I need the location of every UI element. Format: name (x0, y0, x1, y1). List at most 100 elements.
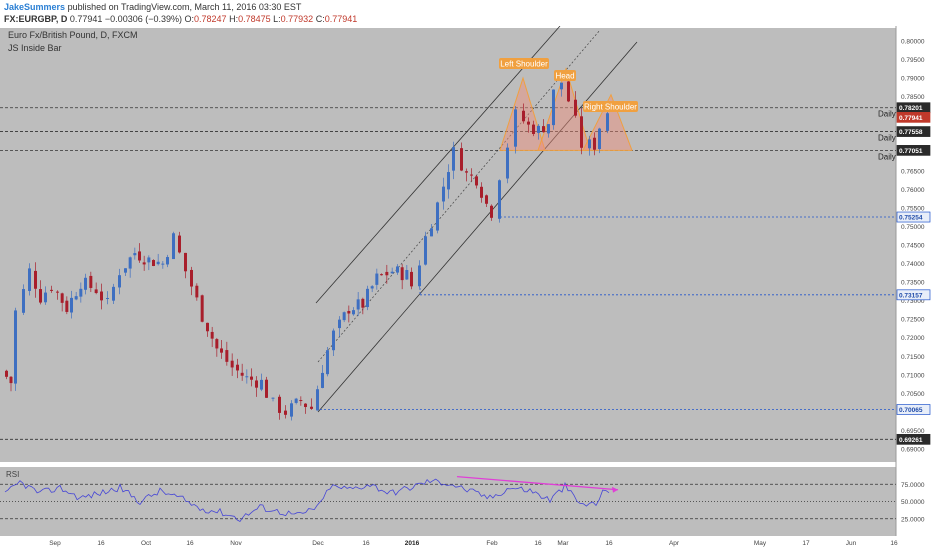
price-tick-label: 0.79000 (901, 76, 925, 83)
candle-bullish (588, 139, 591, 149)
candle-bullish (28, 268, 31, 291)
x-axis-label: 16 (186, 540, 194, 547)
x-axis-label: Dec (312, 540, 324, 547)
open-label: O: (184, 14, 195, 24)
x-axis-label: 16 (362, 540, 370, 547)
candle-bullish (79, 288, 83, 297)
candle-bearish (65, 300, 69, 312)
chart-area[interactable]: 0.800000.795000.790000.785000.780000.775… (0, 26, 932, 550)
candle-bullish (22, 289, 25, 313)
candle-bullish (598, 128, 601, 150)
candle-bullish (326, 350, 329, 375)
candle-bearish (190, 269, 193, 287)
candle-bullish (332, 330, 335, 351)
candle-bullish (424, 236, 427, 265)
candle-bearish (195, 285, 199, 298)
price-level-tag (896, 112, 931, 123)
candle-bearish (574, 99, 577, 116)
rsi-label: RSI (6, 470, 19, 479)
candle-bullish (390, 271, 394, 274)
price-tick-label: 0.76500 (901, 168, 925, 175)
candle-bearish (400, 267, 404, 281)
candle-bullish (430, 228, 433, 237)
price-tick-label: 0.79500 (901, 57, 925, 64)
daily-level-label: Daily (878, 134, 896, 143)
x-axis-label: 2016 (405, 540, 420, 547)
price-tick-label: 0.74500 (901, 243, 925, 250)
candle-bearish (347, 310, 351, 314)
candle-bullish (366, 288, 369, 308)
price-level-tag-text: 0.77558 (899, 129, 923, 136)
candle-bearish (142, 262, 146, 265)
price-tick-label: 0.71500 (901, 354, 925, 361)
candle-bearish (184, 252, 187, 272)
candle-bearish (284, 410, 287, 415)
candle-bearish (278, 396, 281, 413)
price-level-tag (896, 289, 931, 301)
author-link[interactable]: JakeSummers (4, 2, 66, 12)
candle-bearish (206, 322, 209, 332)
candle-bullish (321, 372, 324, 388)
candle-bearish (480, 186, 483, 198)
candle-bullish (405, 270, 409, 280)
rsi-divergence-line (456, 476, 619, 491)
trend-channel-line (315, 26, 561, 304)
candle-bullish (294, 398, 298, 403)
candle-bearish (225, 350, 229, 362)
price-level-tag (896, 126, 931, 137)
candle-bullish (245, 376, 249, 378)
price-tick-label: 0.73500 (901, 280, 925, 287)
head-label: Head (555, 72, 574, 81)
candle-bearish (475, 176, 478, 186)
chart-canvas[interactable]: 0.800000.795000.790000.785000.780000.775… (0, 26, 932, 550)
candle-bearish (567, 81, 570, 102)
price-tick-label: 0.70500 (901, 391, 925, 398)
candle-bearish (200, 295, 204, 322)
left-shoulder-label: Left Shoulder (500, 60, 548, 69)
x-axis-label: 16 (890, 540, 898, 547)
candle-bullish (128, 257, 132, 269)
price-tick-label: 0.71000 (901, 372, 925, 379)
candle-bullish (161, 263, 165, 265)
price-level-tag-text: 0.77941 (899, 115, 923, 122)
candle-bearish (410, 271, 413, 287)
x-axis-label: 17 (802, 540, 810, 547)
close-label: C: (315, 14, 325, 24)
candle-bullish (452, 147, 455, 171)
x-axis-label: Nov (230, 540, 242, 547)
price-tick-label: 0.80000 (901, 38, 925, 45)
price-pane[interactable] (0, 28, 896, 462)
price-tick-label: 0.72000 (901, 335, 925, 342)
chart-legend: Euro Fx/British Pound, D, FXCM JS Inside… (8, 30, 138, 56)
candle-bearish (34, 270, 37, 289)
candle-bearish (138, 251, 141, 261)
open-value: 0.78247 (194, 14, 227, 24)
price-level-tag (896, 145, 931, 156)
price-change: −0.00306 (−0.39%) (104, 14, 182, 24)
candle-bullish (147, 257, 151, 263)
candle-bullish (260, 379, 263, 390)
candle-bearish (210, 331, 214, 339)
candle-bullish (14, 310, 17, 384)
candle-bullish (396, 266, 399, 273)
candle-bullish (338, 319, 341, 329)
candle-bullish (118, 275, 121, 288)
high-value: 0.78475 (238, 14, 271, 24)
x-axis-label: Feb (486, 540, 498, 547)
candle-bearish (236, 364, 239, 371)
left-shoulder-label-box (499, 58, 549, 69)
price-level-tag (896, 404, 931, 415)
candle-bearish (527, 121, 530, 125)
candle-bullish (166, 257, 169, 265)
candle-bearish (255, 380, 258, 388)
price-level-tag-text: 0.77051 (899, 148, 923, 155)
candle-bullish (124, 268, 127, 273)
high-label: H: (229, 14, 239, 24)
candle-bullish (418, 265, 421, 287)
daily-level-label: Daily (878, 152, 896, 161)
candle-bullish (70, 297, 73, 313)
candle-bearish (152, 260, 155, 266)
instrument-title: Euro Fx/British Pound, D, FXCM (8, 30, 138, 40)
price-tick-label: 0.69500 (901, 428, 925, 435)
candle-bullish (290, 403, 293, 417)
